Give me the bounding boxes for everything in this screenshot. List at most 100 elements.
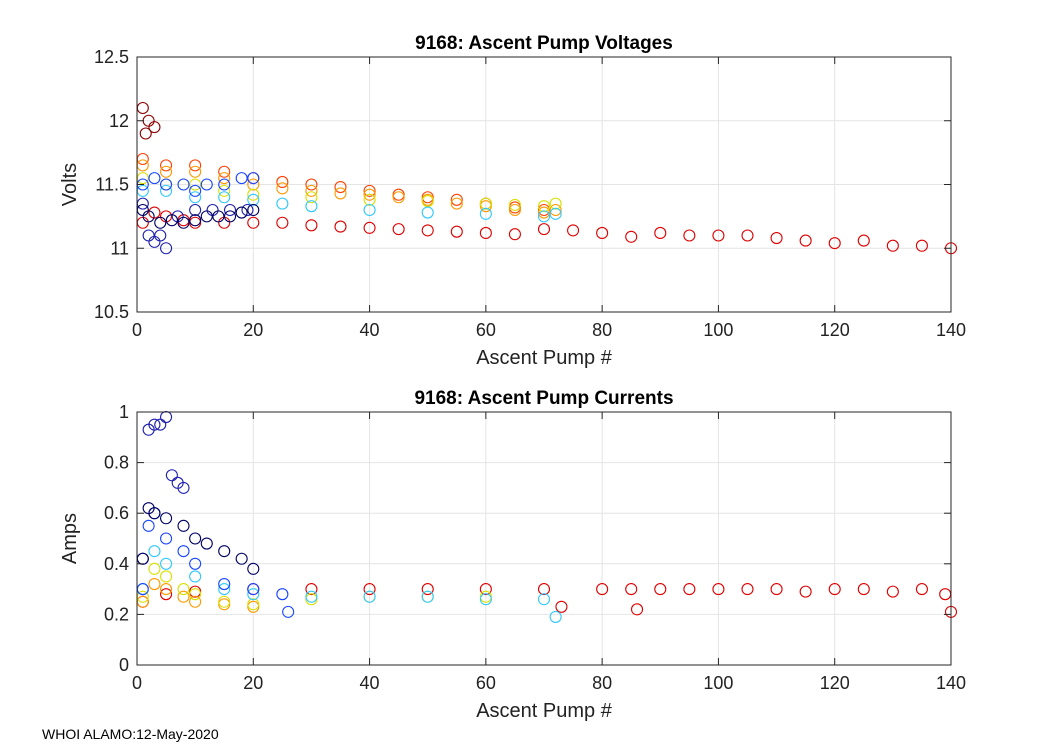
data-point xyxy=(160,557,173,570)
data-point xyxy=(165,469,178,482)
data-point xyxy=(177,178,190,191)
data-point xyxy=(450,197,463,210)
x-tick-label: 120 xyxy=(820,320,850,340)
y-tick-label: 11 xyxy=(110,238,129,258)
series xyxy=(136,507,295,618)
data-point xyxy=(160,512,173,525)
data-point xyxy=(305,583,318,596)
data-point xyxy=(596,226,609,239)
data-point xyxy=(247,598,260,611)
data-point xyxy=(334,181,347,194)
data-point xyxy=(363,590,376,603)
x-tick-label: 140 xyxy=(936,320,966,340)
data-point xyxy=(508,203,521,217)
data-point xyxy=(305,219,318,232)
series xyxy=(136,101,161,140)
data-point xyxy=(189,214,202,227)
data-point xyxy=(241,203,254,217)
data-point xyxy=(421,583,434,596)
series xyxy=(136,545,562,623)
data-point xyxy=(625,583,638,596)
data-point xyxy=(276,182,289,195)
data-point xyxy=(247,600,260,613)
y-tick-label: 1 xyxy=(119,402,129,422)
data-point xyxy=(148,121,161,134)
data-point xyxy=(177,545,190,558)
data-point xyxy=(247,178,260,191)
data-point xyxy=(537,203,551,217)
data-point xyxy=(828,583,841,596)
data-point xyxy=(549,207,562,220)
data-point xyxy=(479,197,492,210)
data-point xyxy=(305,184,318,197)
data-point xyxy=(537,583,551,596)
current-chart: 0 20 40 60 80 100 120 140 0 0.2 0.4 0.6 0.8 1 9168: As… xyxy=(59,388,966,722)
data-point xyxy=(915,239,928,252)
data-point xyxy=(218,595,231,608)
data-point xyxy=(223,210,237,223)
data-point xyxy=(654,226,667,239)
data-point xyxy=(160,178,173,191)
y-tick-label: 0 xyxy=(119,655,129,675)
data-point xyxy=(148,507,161,520)
data-point xyxy=(741,583,754,596)
x-tick-label: 20 xyxy=(243,320,263,340)
data-point xyxy=(555,600,568,613)
data-point xyxy=(305,593,318,606)
data-point xyxy=(142,519,155,532)
data-point xyxy=(165,214,178,227)
axes-frame xyxy=(136,411,952,666)
x-tick-label: 60 xyxy=(476,673,496,693)
x-tick-label: 0 xyxy=(132,673,142,693)
x-tick-label: 60 xyxy=(476,320,496,340)
data-point xyxy=(189,585,202,598)
data-point xyxy=(189,532,202,545)
data-point xyxy=(537,210,551,223)
data-point xyxy=(189,595,202,608)
data-point xyxy=(741,229,754,242)
x-tick-label: 40 xyxy=(360,673,380,693)
data-point xyxy=(223,203,237,217)
data-point xyxy=(189,165,202,178)
y-tick-label: 11.5 xyxy=(95,175,129,195)
data-point xyxy=(886,239,899,252)
x-tick-label: 80 xyxy=(592,320,612,340)
data-point xyxy=(712,229,725,242)
x-tick-label: 100 xyxy=(703,673,733,693)
data-point xyxy=(200,178,213,191)
data-point xyxy=(508,228,521,241)
y-tick-label: 0.8 xyxy=(104,453,129,473)
data-point xyxy=(189,216,202,229)
y-tick-label: 0.4 xyxy=(104,554,129,574)
data-point xyxy=(450,225,463,238)
data-point xyxy=(177,214,190,227)
data-point xyxy=(247,193,260,206)
data-point xyxy=(886,585,899,598)
data-point xyxy=(160,165,173,178)
data-point xyxy=(189,184,202,197)
y-tick-label: 0.6 xyxy=(104,503,129,523)
data-point xyxy=(392,191,405,204)
data-point xyxy=(200,210,213,223)
data-point xyxy=(218,577,231,591)
series xyxy=(136,577,260,613)
data-point xyxy=(537,593,551,606)
plot-area xyxy=(137,412,951,665)
data-point xyxy=(177,481,190,494)
data-point xyxy=(479,593,492,606)
data-point xyxy=(654,583,667,596)
data-point xyxy=(712,583,725,596)
data-point xyxy=(421,224,434,237)
data-point xyxy=(160,583,173,596)
y-tick-label: 10.5 xyxy=(94,302,129,322)
data-point xyxy=(334,187,347,200)
data-point xyxy=(857,583,870,596)
data-point xyxy=(508,198,521,211)
y-tick-label: 0.2 xyxy=(104,604,129,624)
x-axis-label: Ascent Pump # xyxy=(476,700,613,722)
data-point xyxy=(189,557,202,570)
data-point xyxy=(828,237,841,250)
data-point xyxy=(363,193,376,206)
data-point xyxy=(421,191,434,204)
